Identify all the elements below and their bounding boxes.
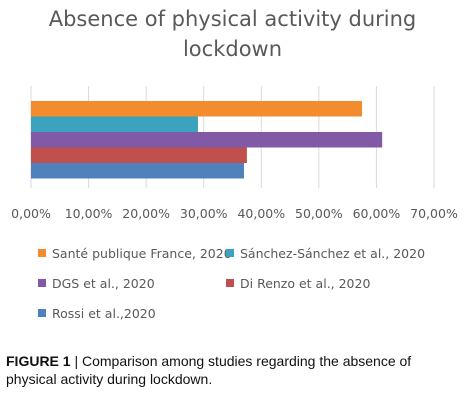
legend-swatch: [226, 249, 234, 257]
caption-label: FIGURE 1: [6, 353, 71, 369]
legend-swatch: [38, 249, 46, 257]
caption-text: Comparison among studies regarding the a…: [6, 353, 412, 387]
x-axis-ticks: 0,00% 10,00% 20,00% 30,00% 40,00% 50,00% 60,00…: [11, 206, 458, 221]
x-tick-label: 60,00%: [353, 206, 401, 221]
legend-swatch: [226, 279, 234, 287]
legend-swatch: [38, 279, 46, 287]
legend-item: Rossi et al.,2020: [38, 304, 226, 322]
legend-item: Di Renzo et al., 2020: [226, 274, 448, 292]
legend: Santé publique France, 2020 Sánchez-Sánch…: [38, 244, 448, 322]
caption-separator: |: [70, 353, 82, 369]
x-tick-label: 20,00%: [122, 206, 170, 221]
legend-label: Sánchez-Sánchez et al., 2020: [240, 245, 426, 261]
bar: [31, 101, 363, 117]
bar: [31, 163, 245, 179]
legend-label: DGS et al., 2020: [52, 275, 155, 291]
bar-chart: 0,00% 10,00% 20,00% 30,00% 40,00% 50,00% 60,00…: [11, 86, 458, 221]
figure-caption: FIGURE 1 | Comparison among studies rega…: [6, 352, 461, 388]
bar: [31, 132, 383, 148]
x-tick-label: 10,00%: [65, 206, 113, 221]
legend-item: DGS et al., 2020: [38, 274, 226, 292]
legend-label: Santé publique France, 2020: [52, 245, 232, 261]
x-tick-label: 0,00%: [11, 206, 51, 221]
legend-label: Di Renzo et al., 2020: [240, 275, 371, 291]
x-tick-label: 40,00%: [237, 206, 285, 221]
x-tick-label: 30,00%: [180, 206, 228, 221]
legend-label: Rossi et al.,2020: [52, 305, 156, 321]
chart-title: Absence of physical activity during lock…: [48, 7, 417, 61]
bars: [31, 101, 383, 179]
x-tick-label: 50,00%: [295, 206, 343, 221]
bar: [31, 116, 198, 132]
bar: [31, 147, 247, 163]
legend-swatch: [38, 309, 46, 317]
chart-area: Absence of physical activity during lock…: [11, 7, 458, 322]
x-tick-label: 70,00%: [410, 206, 458, 221]
legend-item: Sánchez-Sánchez et al., 2020: [226, 244, 448, 262]
legend-item: Santé publique France, 2020: [38, 244, 232, 262]
